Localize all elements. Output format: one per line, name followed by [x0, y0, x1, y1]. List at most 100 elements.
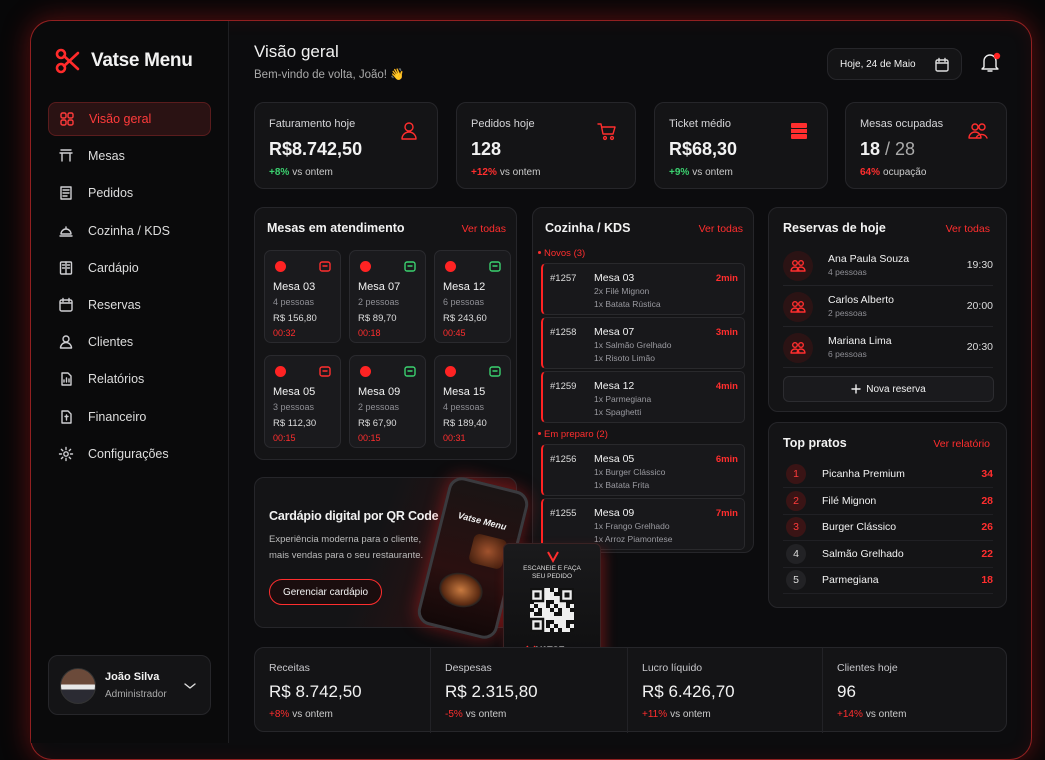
dish-name: Salmão Grelhado	[822, 547, 904, 560]
kitchen-order[interactable]: #1259 Mesa 12 1x Parmegiana 1x Spaghetti 4mi…	[541, 371, 745, 423]
icon-shape	[61, 372, 72, 387]
icon-shape	[67, 112, 74, 119]
top-dishes-card: Top pratos Ver relatório 1 Picanha Premium 3…	[768, 422, 1007, 608]
table-time: 00:45	[443, 328, 466, 338]
icon-shape	[566, 620, 570, 624]
reservation-time: 20:00	[966, 300, 993, 312]
icon-shape	[597, 123, 616, 141]
icon-shape	[534, 622, 540, 628]
notifications[interactable]	[980, 52, 1002, 76]
summary-value: R$ 6.426,70	[642, 682, 735, 701]
table-tile[interactable]: Mesa 07 2 pessoas R$ 89,70 00:18	[349, 250, 426, 343]
icon-shape	[993, 52, 1001, 60]
card-link[interactable]: Ver todas	[461, 223, 506, 235]
card-link[interactable]: Ver todas	[698, 223, 743, 235]
kpi-card: Mesas ocupadas 18/ 28 64% ocupação	[845, 102, 1007, 189]
icon-shape	[554, 604, 558, 608]
icon-shape	[797, 342, 804, 348]
card-link[interactable]: Ver relatório	[933, 438, 990, 450]
user-card[interactable]: João Silva Administrador	[48, 655, 211, 715]
summary-delta: +14%	[837, 709, 863, 720]
table-tile[interactable]: Mesa 03 4 pessoas R$ 156,80 00:32	[264, 250, 341, 343]
date-label: Hoje, 24 de Maio	[840, 58, 916, 70]
nav-item[interactable]: Cozinha / KDS	[48, 214, 211, 248]
promo-button[interactable]: Gerenciar cardápio	[269, 579, 382, 605]
nav-item[interactable]: Clientes	[48, 325, 211, 359]
table-guests: 2 pessoas	[358, 297, 400, 307]
table-tile[interactable]: Mesa 12 6 pessoas R$ 243,60 00:45	[434, 250, 511, 343]
reservation-row[interactable]: Mariana Lima 6 pessoas 20:30	[783, 328, 993, 368]
icon-shape	[558, 612, 562, 616]
summary-item: Lucro líquido R$ 6.426,70 +11% vs ontem	[627, 648, 822, 733]
nav-item[interactable]: Visão geral	[48, 102, 211, 136]
dish-name: Parmegiana	[822, 574, 879, 587]
order-item: 1x Burger Clássico	[594, 467, 666, 477]
summary-change: +11% vs ontem	[642, 709, 711, 720]
reservation-row[interactable]: Ana Paula Souza 4 pessoas 19:30	[783, 246, 993, 286]
icon-shape	[935, 59, 949, 72]
order-id: #1256	[550, 454, 577, 465]
icon-shape	[550, 620, 554, 624]
order-table: Mesa 07	[594, 326, 635, 338]
order-table: Mesa 05	[594, 453, 635, 465]
icon-shape	[797, 260, 804, 266]
dish-rank: 5	[786, 570, 806, 591]
nav-icon	[61, 409, 72, 424]
table-tile[interactable]: Mesa 15 4 pessoas R$ 189,40 00:31	[434, 355, 511, 448]
promo-text: Experiência moderna para o cliente, mais…	[269, 534, 424, 561]
icon-shape	[546, 604, 550, 608]
kpi-icon	[401, 122, 417, 140]
new-reservation[interactable]: Nova reserva	[783, 376, 994, 402]
icon-shape	[59, 225, 73, 237]
dish-rank: 3	[786, 517, 806, 538]
nav-item[interactable]: Reservas	[48, 288, 211, 322]
nav-item[interactable]: Pedidos	[48, 176, 211, 210]
kpi-delta: +12%	[471, 167, 497, 178]
table-name: Mesa 09	[358, 386, 401, 398]
nav-item[interactable]: Relatórios	[48, 362, 211, 396]
kpi-value: 18/ 28	[860, 139, 915, 160]
icon-shape	[404, 366, 416, 377]
kitchen-order[interactable]: #1255 Mesa 09 1x Frango Grelhado 1x Arroz P…	[541, 498, 745, 550]
reservation-row[interactable]: Carlos Alberto 2 pessoas 20:00	[783, 287, 993, 327]
nav-item[interactable]: Mesas	[48, 139, 211, 173]
icon-shape	[61, 261, 71, 275]
table-tile[interactable]: Mesa 05 3 pessoas R$ 112,30 00:15	[264, 355, 341, 448]
icon-shape	[935, 57, 949, 72]
kpi-card: Faturamento hoje R$8.742,50 +8% vs ontem	[254, 102, 438, 189]
order-item: 1x Salmão Grelhado	[594, 340, 672, 350]
icon-shape	[59, 225, 73, 237]
icon-shape	[319, 261, 331, 272]
nav-item[interactable]: Configurações	[48, 437, 211, 471]
order-table: Mesa 12	[594, 380, 635, 392]
kitchen-order[interactable]: #1257 Mesa 03 2x Filé Mignon 1x Batata Rúst…	[541, 263, 745, 315]
nav-icon	[60, 112, 74, 126]
kpi-label: Ticket médio	[669, 118, 731, 130]
summary-label: Clientes hoje	[837, 662, 898, 674]
dish-count: 18	[981, 574, 993, 587]
nav-item[interactable]: Cardápio	[48, 251, 211, 285]
kpi-number: R$8.742,50	[269, 139, 363, 159]
icon-shape	[61, 409, 72, 424]
order-id: #1257	[550, 273, 577, 284]
nav-item[interactable]: Financeiro	[48, 400, 211, 434]
icon-shape	[550, 628, 554, 632]
summary-delta: +8%	[269, 709, 290, 720]
order-item: 1x Batata Rústica	[594, 299, 661, 309]
kpi-note: vs ontem	[692, 167, 733, 178]
card-title: Mesas em atendimento	[267, 221, 405, 235]
date-picker[interactable]: Hoje, 24 de Maio	[827, 48, 962, 80]
icon-shape	[554, 624, 558, 628]
card-title: Reservas de hoje	[783, 221, 886, 235]
table-tile[interactable]: Mesa 09 2 pessoas R$ 67,90 00:15	[349, 355, 426, 448]
icon-shape	[566, 604, 570, 608]
order-table: Mesa 03	[594, 272, 635, 284]
kitchen-order[interactable]: #1258 Mesa 07 1x Salmão Grelhado 1x Risoto …	[541, 317, 745, 369]
card-link[interactable]: Ver todas	[945, 223, 990, 235]
icon-shape	[404, 261, 416, 272]
nav-label: Pedidos	[88, 186, 134, 201]
icon-shape	[570, 608, 574, 612]
icon-shape	[61, 372, 72, 387]
kitchen-order[interactable]: #1256 Mesa 05 1x Burger Clássico 1x Batata …	[541, 444, 745, 496]
icon-shape	[791, 123, 807, 128]
